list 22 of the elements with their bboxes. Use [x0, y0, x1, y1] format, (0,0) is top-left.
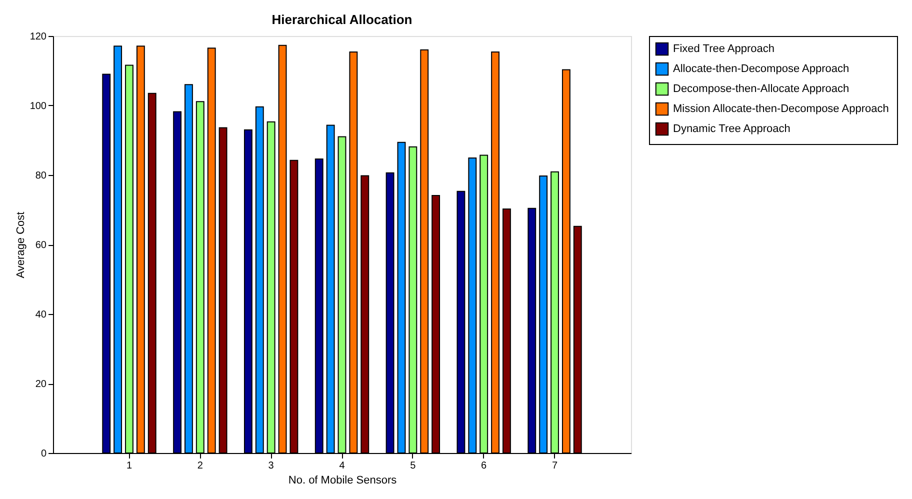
legend-label: Allocate-then-Decompose Approach: [673, 63, 850, 75]
legend-label: Decompose-then-Allocate Approach: [673, 83, 850, 95]
x-tick-label: 2: [197, 460, 204, 472]
y-axis-title: Average Cost: [14, 212, 27, 278]
x-tick-label: 5: [410, 460, 416, 472]
legend-label: Mission Allocate-then-Decompose Approach: [673, 103, 889, 115]
y-tick-label: 60: [35, 240, 47, 251]
x-tick-label: 7: [552, 460, 558, 472]
y-tick-label: 40: [35, 310, 47, 320]
x-tick-label: 6: [481, 460, 488, 472]
y-tick-label: 100: [30, 101, 47, 112]
x-tick-label: 1: [126, 460, 132, 472]
y-tick-label: 80: [35, 170, 47, 182]
x-tick-label: 3: [268, 460, 274, 472]
chart-title: Hierarchical Allocation: [272, 12, 412, 27]
x-axis-title: No. of Mobile Sensors: [288, 474, 398, 486]
x-tick-label: 4: [339, 460, 346, 472]
y-tick-label: 120: [30, 32, 47, 42]
y-tick-label: 20: [35, 379, 47, 390]
legend-label: Dynamic Tree Approach: [673, 123, 790, 135]
legend-label: Fixed Tree Approach: [673, 43, 775, 55]
y-tick-label: 0: [40, 448, 47, 460]
